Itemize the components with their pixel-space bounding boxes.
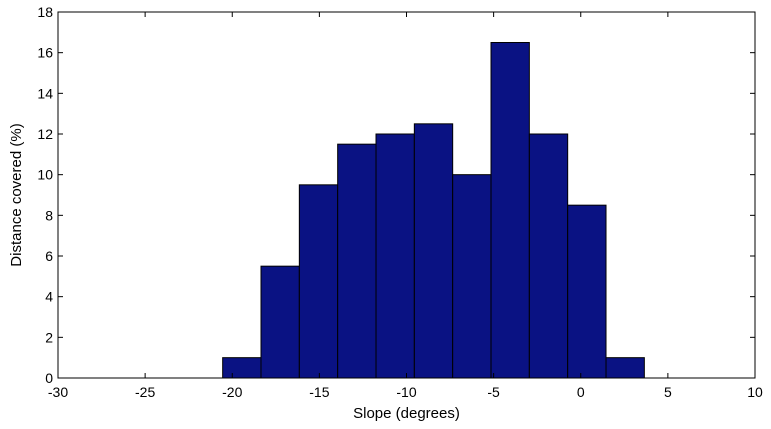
x-tick-label: -30 (48, 384, 68, 400)
histogram-bar (375, 133, 415, 379)
y-tick-label: 0 (45, 370, 53, 386)
histogram-bar (452, 174, 492, 379)
y-tick-label: 10 (37, 167, 53, 183)
x-tick-label: 0 (577, 384, 585, 400)
x-axis-ticks: -30 -25 -20 -15 -10 -5 0 5 10 (48, 12, 763, 400)
histogram-bar (490, 42, 530, 379)
histogram-bar (298, 184, 339, 379)
x-tick-label: -20 (222, 384, 242, 400)
y-tick-label: 2 (45, 329, 53, 345)
y-tick-label: 6 (45, 248, 53, 264)
histogram-bar (260, 265, 300, 379)
histogram-bar (605, 357, 645, 379)
y-tick-label: 4 (45, 289, 53, 305)
x-tick-label: 5 (664, 384, 672, 400)
histogram-bar (337, 143, 377, 379)
x-tick-label: -25 (135, 384, 155, 400)
histogram-bar (222, 357, 262, 379)
x-axis-label: Slope (degrees) (353, 405, 460, 422)
y-axis-label: Distance covered (%) (8, 123, 25, 266)
histogram-bar (567, 204, 607, 379)
x-tick-label: -15 (309, 384, 329, 400)
x-tick-label: -10 (396, 384, 416, 400)
y-tick-label: 12 (37, 126, 53, 142)
histogram-bar (528, 133, 569, 379)
bars-group (222, 42, 645, 379)
x-tick-label: -5 (487, 384, 500, 400)
y-tick-label: 18 (37, 4, 53, 20)
x-tick-label: 10 (747, 384, 763, 400)
histogram-bar (413, 123, 454, 379)
y-axis-ticks: 0 2 4 6 8 10 12 14 16 18 (37, 4, 755, 386)
y-tick-label: 8 (45, 207, 53, 223)
y-tick-label: 16 (37, 45, 53, 61)
y-tick-label: 14 (37, 85, 53, 101)
